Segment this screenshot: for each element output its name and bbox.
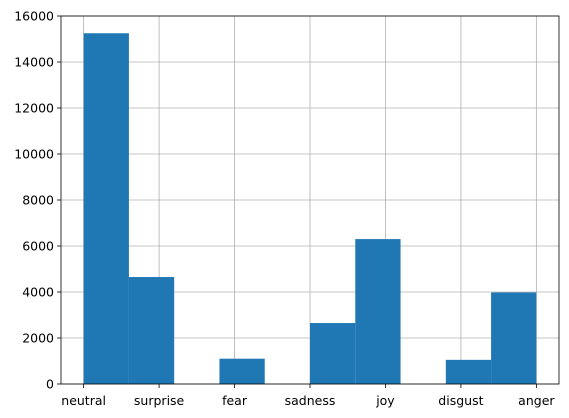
y-axis: 0 2000 4000 6000 8000 10000 12000 14000 16000 (14, 9, 61, 392)
x-axis: neutral surprise fear sadness joy disgust ange… (61, 384, 555, 408)
y-tick-label: 14000 (14, 55, 54, 70)
bar-anger (491, 292, 537, 384)
x-tick-label: sadness (285, 393, 336, 408)
x-tick-label: anger (518, 393, 555, 408)
y-tick-label: 6000 (22, 239, 54, 254)
bar-joy (355, 239, 401, 384)
y-tick-label: 8000 (22, 193, 54, 208)
x-tick-label: joy (375, 393, 395, 408)
bar-neutral (83, 33, 129, 384)
y-tick-label: 10000 (14, 147, 54, 162)
y-tick-label: 0 (46, 377, 54, 392)
y-tick-label: 12000 (14, 101, 54, 116)
bar-disgust (445, 359, 492, 384)
bars (83, 33, 537, 384)
bar-fear (219, 358, 265, 384)
y-tick-label: 16000 (14, 9, 54, 24)
bar-sadness (310, 323, 356, 384)
y-tick-label: 2000 (22, 331, 54, 346)
x-tick-label: surprise (134, 393, 185, 408)
y-tick-label: 4000 (22, 285, 54, 300)
x-tick-label: disgust (438, 393, 483, 408)
bar-surprise (128, 277, 175, 384)
x-tick-label: fear (222, 393, 248, 408)
x-tick-label: neutral (61, 393, 106, 408)
